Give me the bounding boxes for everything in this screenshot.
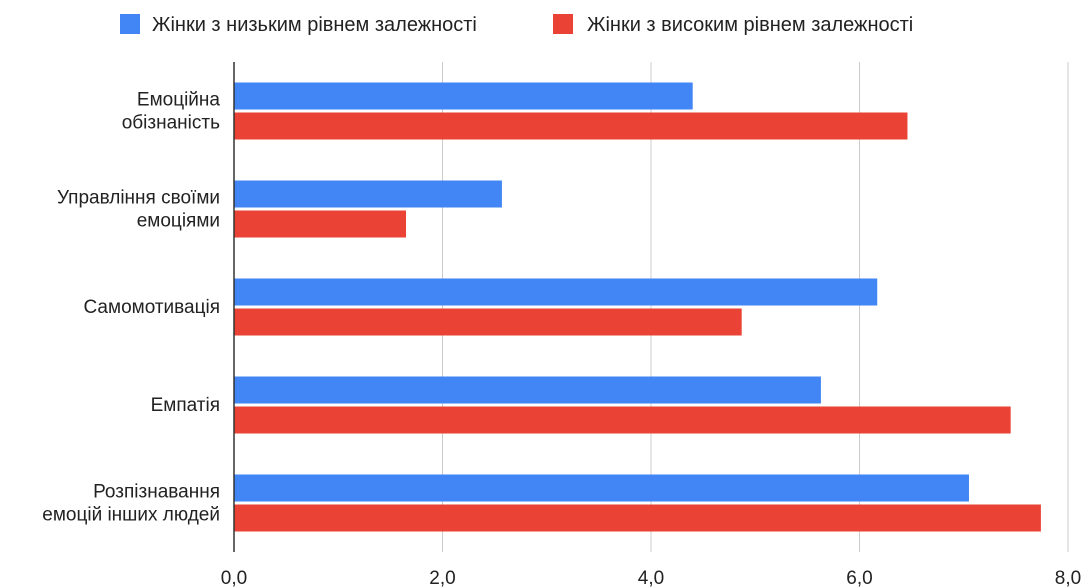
category-label: емоціями [137, 211, 220, 232]
category-label: Емпатія [151, 395, 220, 416]
bar [234, 112, 908, 140]
bar [234, 210, 407, 238]
category-label: емоцій інших людей [42, 505, 220, 526]
x-tick-label: 4,0 [638, 568, 664, 587]
bar [234, 376, 821, 404]
legend-label: Жінки з високим рівнем залежності [587, 14, 913, 36]
category-label: Емоційна [137, 90, 221, 111]
x-tick-label: 0,0 [221, 568, 247, 587]
bar [234, 474, 969, 502]
bar [234, 180, 502, 208]
x-tick-label: 2,0 [429, 568, 455, 587]
bar [234, 406, 1011, 434]
category-label: обізнаність [122, 113, 220, 134]
bar [234, 82, 693, 110]
bar [234, 504, 1041, 532]
category-label: Розпізнавання [93, 482, 220, 503]
bars [234, 82, 1041, 532]
x-tick-label: 8,0 [1055, 568, 1081, 587]
category-label: Самомотивація [84, 297, 221, 318]
legend-label: Жінки з низьким рівнем залежності [152, 14, 477, 36]
x-tick-label: 6,0 [846, 568, 872, 587]
bar [234, 308, 742, 336]
legend: Жінки з низьким рівнем залежності Жінки з… [120, 14, 913, 36]
gridlines [442, 62, 1069, 552]
bar [234, 278, 878, 306]
legend-swatch [553, 14, 573, 34]
category-label: Управління своїми [57, 188, 220, 209]
x-tick-labels: 0,0 2,0 4,0 6,0 8,0 [221, 568, 1081, 587]
legend-swatch [120, 14, 140, 34]
